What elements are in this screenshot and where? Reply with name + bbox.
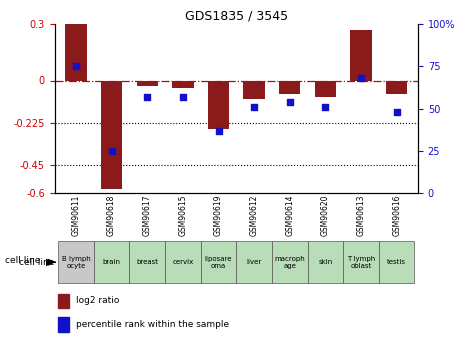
Bar xyxy=(315,80,336,97)
Point xyxy=(250,104,258,110)
Bar xyxy=(65,24,86,80)
Bar xyxy=(351,30,372,80)
Text: ▶: ▶ xyxy=(46,257,54,267)
Text: cell line: cell line xyxy=(5,256,40,265)
Bar xyxy=(58,317,69,332)
Bar xyxy=(208,80,229,129)
Point xyxy=(322,104,329,110)
Bar xyxy=(129,241,165,283)
Text: brain: brain xyxy=(103,259,121,265)
Bar xyxy=(101,80,123,189)
Bar xyxy=(308,241,343,283)
Bar xyxy=(201,241,237,283)
Text: breast: breast xyxy=(136,259,158,265)
Bar xyxy=(237,241,272,283)
Text: T lymph
oblast: T lymph oblast xyxy=(347,256,375,269)
Bar xyxy=(386,80,408,93)
Bar xyxy=(272,241,308,283)
Point xyxy=(286,99,294,105)
Point xyxy=(179,94,187,100)
Bar xyxy=(94,241,129,283)
Title: GDS1835 / 3545: GDS1835 / 3545 xyxy=(185,10,288,23)
Point xyxy=(357,76,365,81)
Text: cell line: cell line xyxy=(19,258,54,267)
Point xyxy=(143,94,151,100)
Point xyxy=(72,63,80,69)
Text: macroph
age: macroph age xyxy=(275,256,305,269)
Point xyxy=(108,148,115,154)
Bar xyxy=(244,80,265,99)
Bar xyxy=(58,294,69,308)
Point xyxy=(393,109,400,115)
Text: skin: skin xyxy=(318,259,332,265)
Bar xyxy=(379,241,414,283)
Bar xyxy=(165,241,200,283)
Bar xyxy=(172,80,194,88)
Text: percentile rank within the sample: percentile rank within the sample xyxy=(76,320,229,329)
Bar xyxy=(343,241,379,283)
Text: cervix: cervix xyxy=(172,259,193,265)
Bar xyxy=(279,80,301,93)
Text: liver: liver xyxy=(247,259,262,265)
Text: testis: testis xyxy=(387,259,406,265)
Point xyxy=(215,128,222,134)
Text: liposare
oma: liposare oma xyxy=(205,256,232,269)
Text: B lymph
ocyte: B lymph ocyte xyxy=(62,256,90,269)
Text: log2 ratio: log2 ratio xyxy=(76,296,120,305)
Bar xyxy=(58,241,94,283)
Bar xyxy=(137,80,158,86)
